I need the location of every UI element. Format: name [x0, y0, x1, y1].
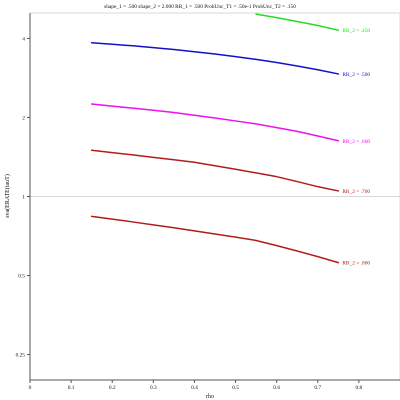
y-tick-label: 0.5 [18, 274, 25, 280]
series-label-3: RR_2 = .600 [342, 139, 370, 145]
x-tick-label: 0 [29, 385, 32, 391]
x-tick-label: 0.5 [232, 385, 239, 391]
x-tick-label: 0.8 [356, 385, 363, 391]
series-label-4: RR_2 = .700 [342, 189, 370, 195]
series-line-4 [90, 149, 340, 192]
series-line-5 [90, 215, 340, 264]
y-axis-label: sva(ERATE(tauT) [4, 174, 11, 218]
x-tick-label: 0.4 [191, 385, 198, 391]
y-tick-label: 0.25 [16, 353, 26, 359]
y-axis-ticks: 0.25 0.5 1 2 4 [16, 36, 30, 359]
series-label-2: RR_2 = .500 [342, 72, 370, 78]
series-line-3 [90, 103, 340, 142]
x-axis-label: rho [206, 394, 214, 400]
x-tick-label: 0.7 [314, 385, 321, 391]
y-tick-label: 4 [22, 36, 25, 42]
series-labels: RR_2 = .450 RR_2 = .500 RR_2 = .600 RR_2 = … [342, 28, 370, 266]
series-label-1: RR_2 = .450 [342, 28, 370, 34]
x-tick-label: 0.2 [109, 385, 116, 391]
y-tick-label: 2 [22, 115, 25, 121]
series-line-1 [255, 13, 340, 31]
series-label-5: RR_2 = .800 [342, 261, 370, 267]
x-tick-label: 0.1 [68, 385, 75, 391]
x-tick-label: 0.6 [273, 385, 280, 391]
x-tick-label: 0.3 [150, 385, 157, 391]
y-tick-label: 1 [22, 195, 25, 201]
series-lines [90, 13, 340, 264]
series-line-2 [90, 42, 340, 75]
chart-title: shape_1 = .500 shape_2 = 2.000 RR_1 = .5… [104, 4, 296, 10]
x-axis-ticks: 0 0.1 0.2 0.3 0.4 0.5 0.6 0.7 0.8 [29, 380, 363, 391]
